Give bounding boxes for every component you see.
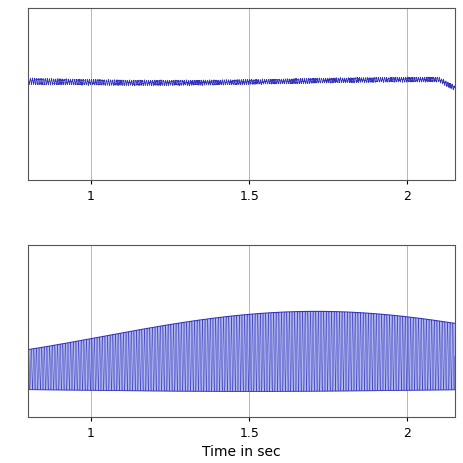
X-axis label: Time in sec: Time in sec <box>201 444 280 458</box>
